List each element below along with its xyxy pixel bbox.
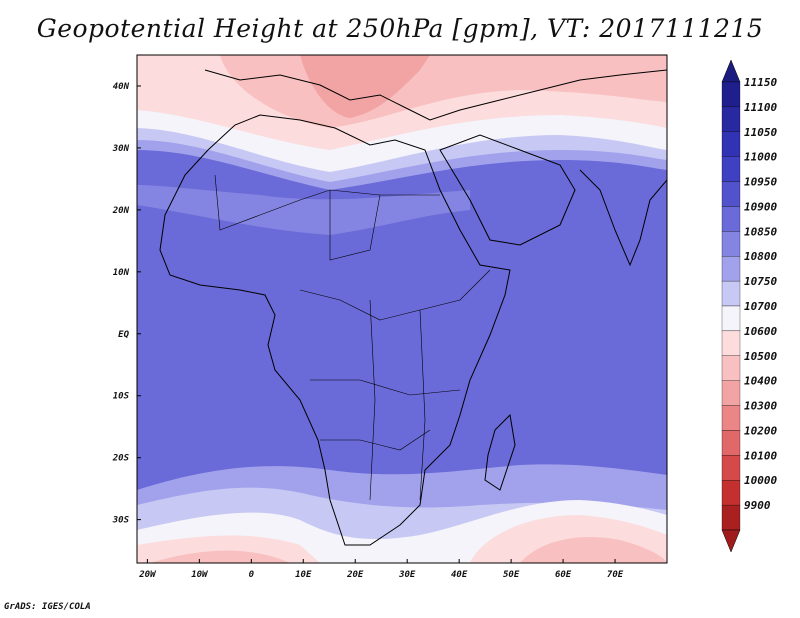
longitude-tick-labels: 20W 10W 0 10E 20E 30E 40E 50E 60E 70E: [138, 559, 624, 580]
height-band-south-red: [150, 536, 667, 563]
lat-tick-label: EQ: [118, 330, 129, 340]
colorbar-swatch: [721, 156, 741, 182]
colorbar-top-arrow: [721, 59, 741, 83]
map-title: Geopotential Height at 250hPa [gpm], VT:…: [36, 14, 764, 43]
grads-credit: GrADS: IGES/COLA: [4, 602, 91, 612]
colorbar-swatch: [721, 181, 741, 207]
arabia-coastline: [439, 134, 576, 246]
colorbar-label: 10600: [744, 325, 777, 338]
colorbar-label: 10300: [744, 400, 777, 413]
lon-tick-label: 60E: [555, 570, 572, 580]
height-band-north-deep: [300, 55, 430, 118]
lat-tick-label: 30N: [112, 144, 130, 154]
colorbar-swatch: [721, 380, 741, 406]
colorbar-swatch: [721, 131, 741, 157]
colorbar-label: 10700: [744, 300, 777, 313]
lon-tick-label: 50E: [503, 570, 520, 580]
colorbar-swatch: [721, 81, 741, 108]
colorbar-swatch: [721, 231, 741, 257]
europe-coastline: [204, 69, 667, 121]
colorbar-swatch: [721, 330, 741, 356]
colorbar-label: 10500: [744, 350, 777, 363]
lat-tick-label: 10N: [113, 268, 130, 278]
colorbar-swatch: [721, 280, 741, 307]
africa-coastline: [159, 114, 511, 546]
colorbar-label: 11000: [744, 151, 777, 164]
colorbar-label: 10900: [744, 200, 777, 213]
colorbar-label: 11050: [744, 126, 777, 139]
lon-tick-label: 10E: [295, 570, 312, 580]
colorbar-swatch: [721, 480, 741, 506]
colorbar-label: 9900: [744, 499, 771, 512]
colorbar-swatch: [721, 504, 741, 531]
lon-tick-label: 0: [249, 570, 255, 580]
lon-tick-label: 70E: [607, 570, 624, 580]
colorbar-label: 10400: [744, 375, 777, 388]
coastlines: [159, 69, 667, 546]
colorbar-label: 10950: [744, 176, 777, 189]
colorbar-label: 10850: [744, 225, 777, 238]
lon-tick-label: 20W: [138, 570, 157, 580]
colorbar-swatch: [721, 430, 741, 456]
height-band-tropics-light: [137, 185, 470, 235]
map-frame: [136, 54, 668, 564]
lat-tick-label: 40N: [113, 82, 130, 92]
colorbar-label: 11100: [744, 101, 777, 114]
lon-tick-label: 10W: [191, 570, 209, 580]
madagascar-coastline: [484, 413, 516, 491]
colorbar-label: 10800: [744, 250, 777, 263]
map-plot-area: [137, 55, 667, 563]
colorbar-swatch: [721, 455, 741, 481]
colorbar-swatch: [721, 355, 741, 381]
lat-tick-label: 10S: [113, 392, 130, 402]
lat-tick-label: 20S: [112, 454, 130, 464]
colorbar-label: 10750: [744, 275, 777, 288]
colorbar-label: 10100: [744, 449, 777, 462]
lon-tick-label: 30E: [398, 570, 416, 580]
colorbar-bottom-arrow: [721, 529, 741, 553]
lat-tick-label: 30S: [112, 516, 130, 526]
colorbar-label: 10200: [744, 424, 777, 437]
colorbar-swatch: [721, 106, 741, 132]
country-borders: [214, 174, 491, 501]
colorbar-swatch: [721, 206, 741, 232]
colorbar: 11150 11100 11050 11000 10950 10900 10850 10800…: [721, 59, 777, 553]
colorbar-swatch: [721, 405, 741, 431]
latitude-tick-labels: 40N 30N 20N 10N EQ 10S 20S 30S: [112, 82, 141, 526]
colorbar-label: 11150: [744, 76, 777, 89]
lat-tick-label: 20N: [112, 206, 130, 216]
lon-tick-label: 20E: [346, 570, 364, 580]
colorbar-swatch: [721, 305, 741, 332]
lon-tick-label: 40E: [451, 570, 468, 580]
india-coastline: [579, 169, 667, 267]
colorbar-label: 10000: [744, 474, 777, 487]
colorbar-swatch: [721, 256, 741, 282]
